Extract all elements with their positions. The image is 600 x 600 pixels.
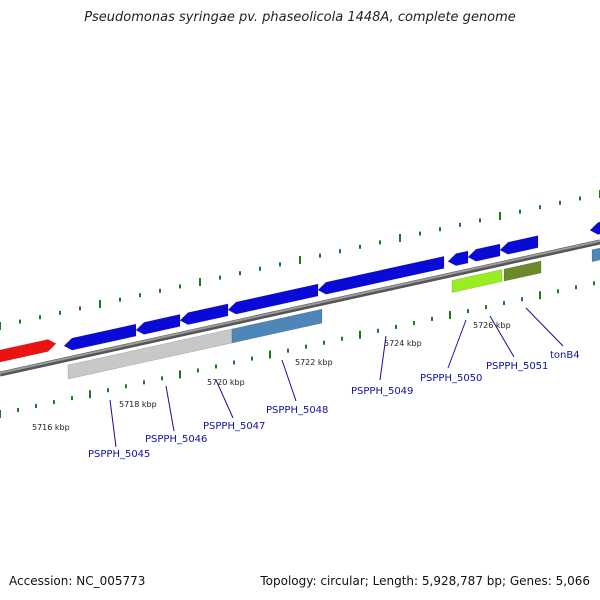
gene-label: PSPPH_5047 (203, 421, 265, 432)
feature-steel (231, 308, 323, 344)
gene-label: PSPPH_5045 (88, 449, 150, 460)
gene-label: PSPPH_5046 (145, 434, 207, 445)
label-leaders (109, 307, 564, 448)
gene-leader-line (109, 399, 117, 448)
feature-steel-edge (591, 247, 600, 263)
feature-tonb4 (499, 235, 539, 255)
gene-leader-line (379, 335, 387, 381)
gene-leader-line (165, 385, 175, 432)
genome-stats-text: Topology: circular; Length: 5,928,787 bp… (260, 574, 590, 588)
gene-label: PSPPH_5048 (266, 405, 328, 416)
kbp-label: 5718 kbp (119, 400, 157, 409)
kbp-label: 5724 kbp (384, 339, 422, 348)
accession-text: Accession: NC_005773 (9, 574, 146, 588)
feature-5046 (135, 314, 181, 335)
feature-red (0, 339, 57, 363)
kbp-label: 5722 kbp (295, 358, 333, 367)
feature-olive (503, 260, 542, 282)
gene-label: PSPPH_5049 (351, 386, 413, 397)
outer-tick-ring (0, 190, 600, 330)
feature-5048 (227, 283, 319, 315)
gene-labels: PSPPH_5045 PSPPH_5046 PSPPH_5047PSPPH_5048… (88, 350, 580, 460)
inner-tick-ring (0, 281, 595, 418)
feature-5049 (317, 256, 445, 295)
feature-track (0, 221, 600, 380)
gene-leader-line (281, 359, 297, 402)
feature-lime (451, 269, 503, 293)
gene-leader-line (525, 307, 564, 347)
gene-label: tonB4 (550, 350, 580, 361)
feature-edge (589, 221, 600, 235)
feature-5047 (179, 303, 229, 325)
kbp-label: 5726 kbp (473, 321, 511, 330)
gene-leader-line (447, 319, 467, 369)
kbp-label: 5716 kbp (32, 423, 70, 432)
kbp-label: 5720 kbp (207, 378, 245, 387)
genome-backbone-highlight (0, 240, 600, 374)
gene-label: PSPPH_5051 (486, 361, 548, 372)
gene-label: PSPPH_5050 (420, 373, 482, 384)
gene-leader-line (215, 379, 234, 419)
feature-5051 (467, 243, 501, 262)
feature-5050 (447, 250, 469, 266)
kbp-labels: 5716 kbp 5718 kbp 5720 kbp 5722 kbp 5724 kbp… (32, 321, 511, 432)
gene-leader-line (489, 315, 515, 358)
map-title: Pseudomonas syringae pv. phaseolicola 14… (84, 10, 516, 25)
